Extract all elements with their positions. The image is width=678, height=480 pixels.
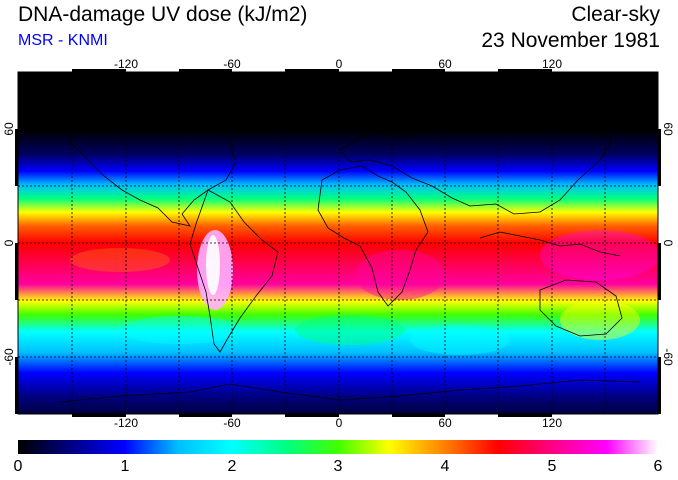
lat-label-right: -60 (661, 348, 675, 366)
lon-label-top: -120 (113, 57, 139, 71)
graticule (18, 72, 658, 414)
indonesia-high-uv (540, 230, 658, 280)
colorbar-label: 3 (333, 458, 343, 475)
map-title: DNA-damage UV dose (kJ/m2) (18, 3, 308, 26)
lat-label-left: 60 (2, 122, 16, 136)
lon-label-bottom: 120 (541, 416, 563, 430)
australia-coast (539, 279, 623, 337)
south-atlantic-band (295, 315, 405, 345)
australia-band (560, 300, 640, 340)
lon-label-top: -60 (223, 57, 241, 71)
north-america-coast (47, 93, 237, 227)
frame-ticks (15, 69, 661, 417)
lat-label-left: 0 (2, 239, 16, 247)
lon-label-bottom: -60 (223, 416, 241, 430)
source-label: MSR - KNMI (18, 32, 108, 49)
date-label: 23 November 1981 (481, 29, 660, 52)
colorbar-label: 5 (547, 458, 557, 475)
antarctica-coast (59, 379, 641, 403)
colorbar-label: 2 (227, 458, 237, 475)
map-field (18, 72, 658, 414)
colorbar-label: 4 (440, 458, 450, 475)
lat-label-left: -60 (2, 348, 16, 366)
sky-condition-label: Clear-sky (571, 3, 660, 26)
indian-ocean-band (410, 325, 510, 355)
lat-label-right: 60 (661, 122, 675, 136)
colorbar-strip (18, 440, 658, 454)
africa-coast (317, 165, 429, 307)
lon-label-top: 60 (438, 57, 452, 71)
east-pacific-band (70, 248, 170, 272)
lon-label-top: 0 (335, 57, 343, 71)
colorbar-label: 1 (120, 458, 130, 475)
lat-label-right: 0 (661, 239, 675, 247)
eurasia-coast (339, 109, 613, 215)
coastlines (47, 93, 641, 403)
lon-label-bottom: 0 (335, 416, 343, 430)
colorbar-label: 6 (653, 458, 663, 475)
colorbar-label: 0 (13, 458, 23, 475)
lon-label-bottom: -120 (113, 416, 139, 430)
lon-label-bottom: 60 (438, 416, 452, 430)
south-pacific-band (120, 316, 240, 344)
africa-high-uv (355, 250, 445, 300)
lon-label-top: 120 (541, 57, 563, 71)
andes-peak (206, 235, 220, 295)
south-america-coast (189, 189, 279, 353)
